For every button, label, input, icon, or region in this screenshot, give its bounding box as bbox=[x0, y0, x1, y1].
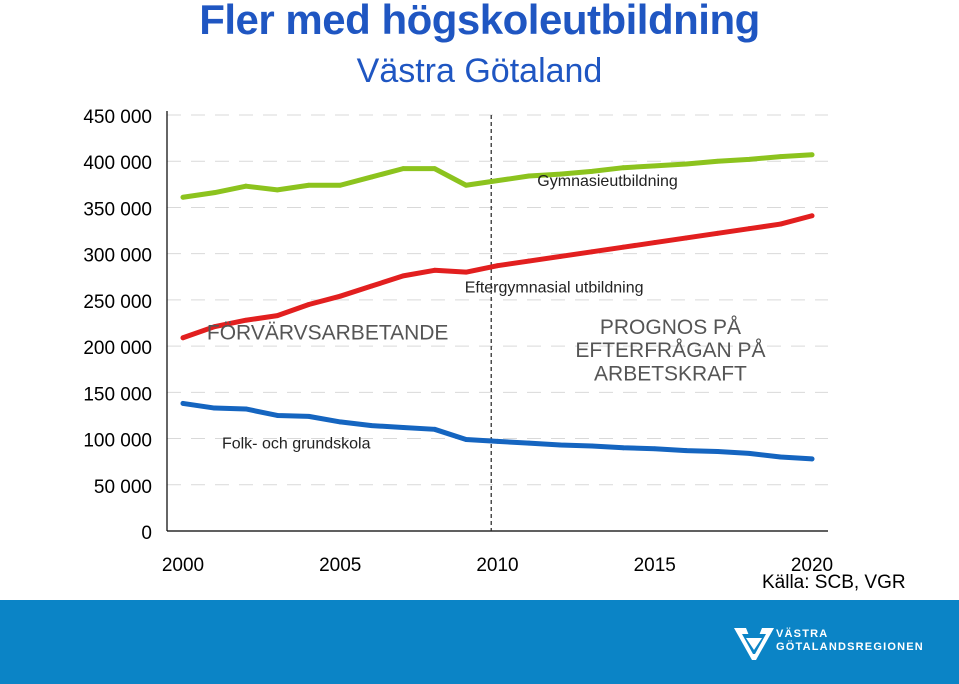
data-point bbox=[274, 413, 280, 418]
data-point bbox=[180, 401, 186, 406]
data-point bbox=[369, 283, 375, 289]
x-tick-label: 2010 bbox=[476, 555, 518, 576]
data-point bbox=[526, 258, 532, 264]
logo-line-1: VÄSTRA bbox=[776, 628, 829, 640]
y-tick-label: 0 bbox=[141, 523, 152, 544]
data-point bbox=[558, 254, 563, 259]
data-point bbox=[558, 171, 563, 177]
line-chart: 0 50 000 100 000 150 000 200 000 250 000 300 0… bbox=[83, 107, 833, 576]
y-tick-label: 250 000 bbox=[83, 292, 152, 313]
chart-subtitle: Västra Götaland bbox=[356, 52, 603, 90]
data-point bbox=[809, 152, 815, 158]
data-point bbox=[369, 423, 375, 429]
data-point bbox=[778, 221, 783, 227]
data-point bbox=[620, 165, 626, 171]
y-tick-label: 100 000 bbox=[83, 431, 152, 452]
data-point bbox=[243, 317, 249, 323]
data-point bbox=[400, 166, 406, 172]
data-point bbox=[715, 158, 721, 164]
data-point bbox=[180, 194, 186, 200]
data-point bbox=[746, 156, 752, 162]
logo-line-2: GÖTALANDSREGIONEN bbox=[776, 641, 924, 653]
data-point bbox=[715, 230, 721, 236]
data-point bbox=[558, 442, 563, 448]
data-point bbox=[526, 440, 532, 446]
data-point bbox=[274, 187, 280, 193]
data-point bbox=[526, 173, 532, 179]
data-point bbox=[746, 226, 752, 232]
data-point bbox=[212, 324, 217, 330]
data-point bbox=[180, 335, 186, 341]
annotation-label: PROGNOS PÅ bbox=[600, 316, 741, 339]
data-point bbox=[778, 454, 783, 460]
data-point bbox=[746, 450, 752, 456]
y-tick-label: 400 000 bbox=[83, 153, 152, 174]
annotation-label: Eftergymnasial utbildning bbox=[465, 279, 644, 296]
data-point bbox=[432, 426, 437, 432]
data-point bbox=[432, 267, 437, 273]
data-point bbox=[683, 161, 689, 167]
data-point bbox=[495, 178, 500, 184]
data-point bbox=[589, 249, 595, 255]
data-point bbox=[212, 190, 217, 196]
annotation-label: ARBETSKRAFT bbox=[594, 362, 747, 385]
data-point bbox=[652, 446, 658, 452]
data-point bbox=[212, 405, 217, 411]
data-point bbox=[400, 273, 406, 279]
data-point bbox=[620, 445, 626, 451]
data-point bbox=[243, 183, 249, 189]
y-tick-label: 150 000 bbox=[83, 384, 152, 405]
data-point bbox=[306, 302, 312, 307]
data-point bbox=[683, 448, 689, 453]
data-point bbox=[652, 163, 658, 169]
data-point bbox=[432, 166, 437, 172]
data-point bbox=[243, 406, 249, 412]
data-point bbox=[495, 438, 500, 444]
data-point bbox=[620, 244, 626, 250]
x-tick-label: 2015 bbox=[634, 555, 676, 576]
data-point bbox=[463, 182, 469, 188]
annotation-label: Folk- och grundskola bbox=[222, 436, 371, 453]
data-point bbox=[778, 154, 783, 160]
annotation-label: EFTERFRÅGAN PÅ bbox=[575, 339, 765, 362]
vastra-gotalandsregionen-logo: VÄSTRA GÖTALANDSREGIONEN bbox=[732, 620, 932, 664]
y-tick-label: 200 000 bbox=[83, 338, 152, 359]
x-tick-label: 2020 bbox=[791, 555, 833, 576]
data-point bbox=[652, 240, 658, 245]
data-point bbox=[463, 269, 469, 275]
logo-text: VÄSTRA GÖTALANDSREGIONEN bbox=[776, 628, 924, 654]
annotation-label: Gymnasieutbildning bbox=[537, 173, 678, 190]
y-tick-label: 450 000 bbox=[83, 107, 152, 128]
x-tick-label: 2000 bbox=[162, 555, 204, 576]
annotation-label: FÖRVÄRVSARBETANDE bbox=[207, 322, 449, 345]
y-tick-label: 50 000 bbox=[94, 477, 152, 498]
data-point bbox=[400, 425, 406, 430]
chart-title: Fler med högskoleutbildning bbox=[199, 0, 760, 43]
data-point bbox=[306, 413, 312, 419]
data-point bbox=[589, 168, 595, 174]
data-point bbox=[495, 263, 500, 269]
data-point bbox=[337, 293, 343, 299]
data-point bbox=[274, 313, 280, 319]
data-point bbox=[337, 182, 343, 188]
x-tick-label: 2005 bbox=[319, 555, 361, 576]
y-tick-label: 300 000 bbox=[83, 246, 152, 267]
data-point bbox=[809, 456, 815, 462]
footer-bar bbox=[0, 600, 959, 684]
data-point bbox=[337, 419, 343, 425]
y-tick-label: 350 000 bbox=[83, 199, 152, 220]
data-point bbox=[683, 235, 689, 241]
data-point bbox=[369, 174, 375, 180]
logo-mark-icon bbox=[734, 628, 774, 660]
data-point bbox=[809, 213, 815, 219]
data-point bbox=[715, 449, 721, 454]
source-note: Källa: SCB, VGR bbox=[762, 572, 906, 593]
data-point bbox=[589, 443, 595, 449]
data-point bbox=[463, 437, 469, 442]
data-point bbox=[306, 182, 312, 188]
